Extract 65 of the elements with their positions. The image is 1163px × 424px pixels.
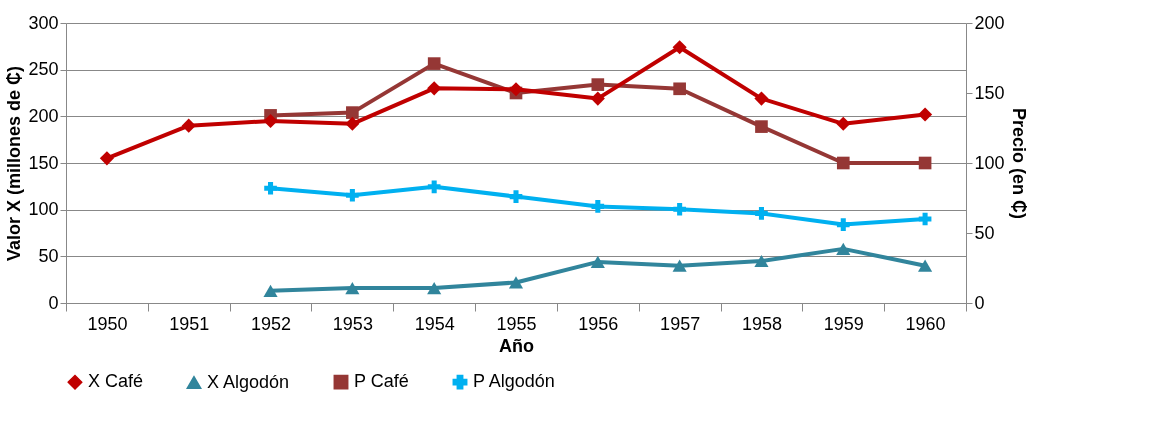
y-axis-title: Valor X (millones de ₵)	[4, 65, 25, 262]
y-tick-label: 200	[28, 105, 59, 126]
point	[918, 259, 933, 272]
x-axis-title: Año	[499, 335, 534, 356]
point	[836, 242, 851, 255]
x-tick-label: 1956	[578, 313, 619, 334]
point	[755, 120, 768, 133]
x-tick-label: 1951	[169, 313, 210, 334]
point	[345, 116, 360, 131]
point	[591, 200, 605, 213]
y-tick-label: 50	[38, 245, 59, 266]
point	[427, 180, 441, 194]
y-tick-label: 300	[28, 12, 59, 33]
y-tick-label: 150	[28, 152, 59, 173]
point	[263, 284, 278, 297]
point	[590, 91, 605, 106]
point	[672, 259, 687, 272]
point	[345, 281, 360, 295]
point	[918, 212, 932, 226]
y-tick-label: 250	[28, 59, 59, 80]
y-tick-label: 100	[28, 199, 59, 220]
point	[836, 218, 850, 231]
x-tick-label: 1952	[251, 313, 292, 334]
point	[181, 118, 196, 133]
point	[508, 276, 524, 289]
legend-label: P Café	[354, 371, 409, 392]
x-tick-label: 1955	[496, 313, 537, 334]
point	[590, 255, 605, 269]
point	[918, 107, 933, 122]
point	[427, 281, 442, 295]
x-tick-label: 1959	[823, 313, 864, 334]
y2-tick-label: 0	[974, 292, 985, 313]
y2-axis-title: Precio (en ₵)	[1008, 107, 1029, 220]
x-tick-label: 1953	[332, 313, 373, 334]
legend-label: P Algodón	[473, 371, 555, 392]
legend-label: X Algodón	[207, 371, 290, 392]
point	[918, 156, 932, 170]
y-tick-label: 0	[48, 292, 59, 313]
point	[346, 106, 359, 119]
x-tick-label: 1954	[414, 313, 455, 334]
point	[591, 78, 605, 91]
x-tick-label: 1960	[905, 313, 946, 334]
point	[754, 91, 769, 106]
y2-tick-label: 50	[974, 222, 995, 243]
legend-label: X Café	[88, 371, 144, 392]
point	[836, 116, 851, 131]
point	[99, 151, 114, 166]
point	[346, 188, 359, 202]
y2-tick-label: 100	[974, 152, 1005, 173]
x-tick-label: 1957	[660, 313, 701, 334]
point	[836, 156, 850, 170]
point	[427, 81, 442, 96]
point	[509, 190, 523, 203]
x-tick-label: 1958	[741, 313, 782, 334]
point	[672, 40, 687, 55]
point	[264, 181, 277, 195]
x-tick-label: 1950	[87, 313, 128, 334]
point	[427, 57, 441, 70]
y2-tick-label: 200	[974, 12, 1005, 33]
point	[263, 113, 278, 129]
point	[673, 202, 686, 216]
y2-tick-label: 150	[974, 82, 1005, 103]
point	[754, 254, 769, 268]
point	[673, 82, 686, 96]
point	[755, 207, 768, 220]
